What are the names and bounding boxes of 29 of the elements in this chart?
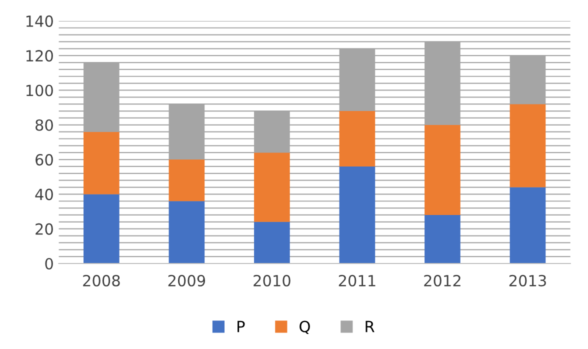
bar xyxy=(510,187,546,264)
x-tick-label: 2009 xyxy=(168,274,206,286)
bar xyxy=(84,194,120,264)
bar xyxy=(84,132,120,194)
y-tick-label: 100 xyxy=(26,84,53,96)
bar xyxy=(168,160,205,202)
y-tick-label: 0 xyxy=(45,258,53,270)
y-tick-label: 60 xyxy=(36,154,53,166)
x-tick-label: 2012 xyxy=(424,274,460,286)
bar xyxy=(424,214,460,264)
legend-label: P xyxy=(238,320,245,332)
y-tick-label: 20 xyxy=(36,223,53,235)
bar xyxy=(424,124,460,215)
x-tick-label: 2008 xyxy=(83,274,120,286)
bar xyxy=(254,222,290,264)
bar xyxy=(510,104,546,188)
x-tick-label: 2010 xyxy=(254,274,290,286)
y-tick-label: 80 xyxy=(36,119,53,131)
bar xyxy=(168,201,205,264)
y-tick-label: 40 xyxy=(35,188,53,200)
x-tick-label: 2011 xyxy=(338,274,376,286)
bar xyxy=(339,111,376,166)
y-tick-label: 120 xyxy=(26,50,53,62)
y-tick-label: 140 xyxy=(26,15,53,27)
legend-label: Q xyxy=(300,320,310,334)
bar xyxy=(339,166,376,264)
legend-label: R xyxy=(366,320,374,332)
bar xyxy=(254,152,290,222)
x-tick-label: 2013 xyxy=(509,274,546,286)
